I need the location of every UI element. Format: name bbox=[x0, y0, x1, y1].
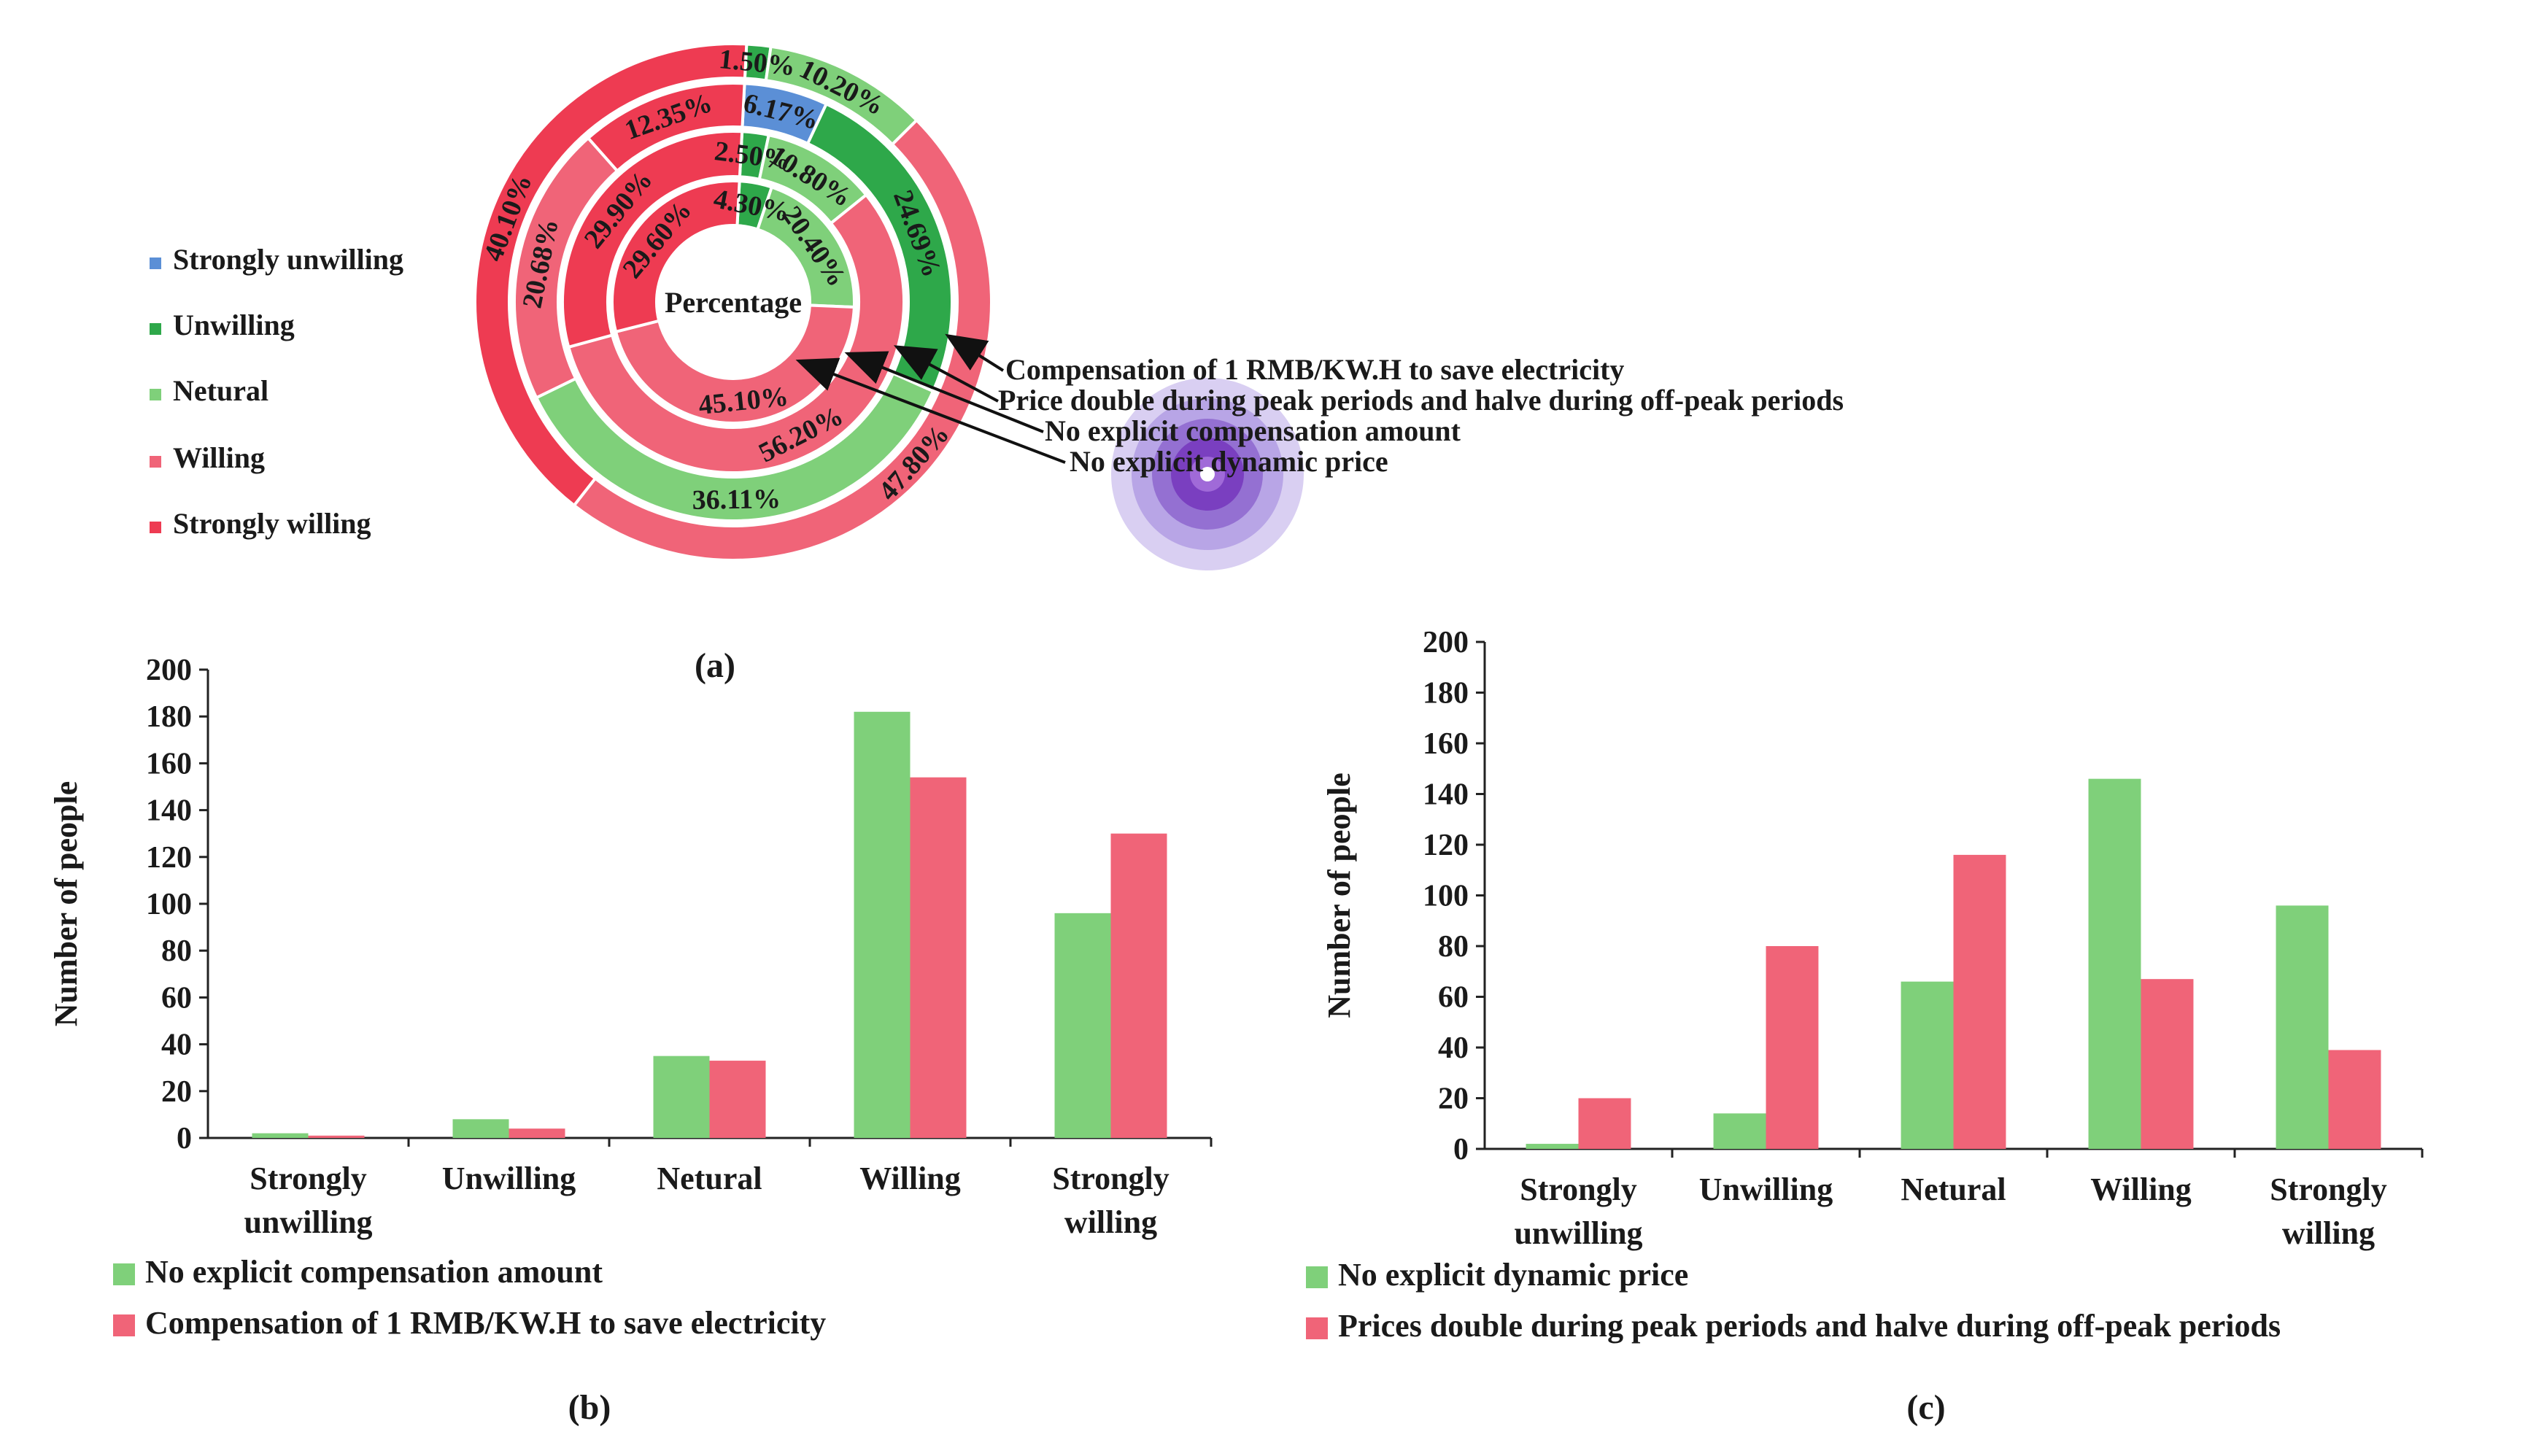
ring-4-segment-strongly-willing bbox=[611, 179, 741, 334]
y-tick-label: 200 bbox=[1423, 626, 1469, 659]
bar-strongly-unwilling-series-2 bbox=[1578, 1098, 1631, 1149]
arrow-label-compensation-1rmb: Compensation of 1 RMB/KW.H to save elect… bbox=[1005, 353, 1624, 386]
legend-swatch-series-1 bbox=[113, 1263, 135, 1285]
y-tick-label: 160 bbox=[1423, 727, 1469, 761]
bar-unwilling-series-2 bbox=[509, 1128, 565, 1138]
ring-1-segment-strongly-willing bbox=[473, 42, 749, 508]
y-tick-label: 0 bbox=[177, 1122, 192, 1155]
bar-unwilling-series-2 bbox=[1766, 946, 1819, 1149]
y-tick-label: 60 bbox=[1438, 981, 1469, 1015]
panel-c-bar-chart: 0 20 40 60 80 100 120 140 160 180 200 Number of peo… bbox=[1306, 626, 2424, 1344]
ring-2-label-netural: 36.11% bbox=[692, 484, 781, 516]
bar-willing-series-1 bbox=[2088, 778, 2141, 1149]
x-tick-label-unwilling: Unwilling bbox=[1699, 1172, 1833, 1207]
y-tick-label: 200 bbox=[146, 654, 192, 687]
y-tick-label: 80 bbox=[161, 934, 192, 968]
bar-strongly-willing-series-2 bbox=[2328, 1050, 2381, 1149]
legend-swatch-strongly-unwilling bbox=[150, 257, 161, 269]
bar-strongly-unwilling-series-2 bbox=[308, 1135, 365, 1138]
y-tick-label: 40 bbox=[1438, 1031, 1469, 1065]
y-tick-label: 180 bbox=[146, 700, 192, 734]
x-tick-label-strongly-willing: Strongly willing bbox=[2270, 1172, 2387, 1251]
legend-label-series-1: No explicit compensation amount bbox=[145, 1254, 603, 1290]
y-axis-title: Number of people bbox=[1321, 772, 1357, 1018]
arrow-label-no-explicit-dynamic-price: No explicit dynamic price bbox=[1070, 445, 1388, 478]
legend-swatch-series-1 bbox=[1306, 1266, 1328, 1288]
bar-willing-series-2 bbox=[2141, 979, 2194, 1149]
x-tick-label-netural: Netural bbox=[657, 1161, 762, 1196]
y-tick-label: 100 bbox=[146, 888, 192, 921]
y-tick-label: 140 bbox=[1423, 778, 1469, 812]
y-tick-label: 0 bbox=[1453, 1133, 1469, 1166]
legend-label-netural: Netural bbox=[173, 374, 268, 407]
y-tick-label: 160 bbox=[146, 747, 192, 781]
y-tick-label: 180 bbox=[1423, 677, 1469, 710]
panel-b-caption: (b) bbox=[568, 1388, 611, 1427]
bar-unwilling-series-1 bbox=[452, 1119, 509, 1138]
x-tick-label-strongly-unwilling: Strongly unwilling bbox=[1514, 1172, 1642, 1251]
y-tick-label: 120 bbox=[1423, 829, 1469, 862]
y-tick-label: 60 bbox=[161, 981, 192, 1015]
bar-netural-series-1 bbox=[1901, 981, 1954, 1149]
bar-strongly-unwilling-series-1 bbox=[252, 1133, 309, 1138]
legend-swatch-series-2 bbox=[1306, 1317, 1328, 1339]
legend-label-strongly-willing: Strongly willing bbox=[173, 507, 371, 540]
y-tick-label: 20 bbox=[1438, 1083, 1469, 1116]
bar-willing-series-2 bbox=[910, 777, 967, 1138]
x-tick-label-netural: Netural bbox=[1901, 1172, 2006, 1207]
y-tick-label: 140 bbox=[146, 794, 192, 828]
legend-swatch-unwilling bbox=[150, 323, 161, 335]
y-tick-label: 100 bbox=[1423, 880, 1469, 913]
y-tick-label: 120 bbox=[146, 841, 192, 875]
ring-2-segment-netural bbox=[534, 371, 935, 522]
y-tick-label: 40 bbox=[161, 1029, 192, 1062]
bar-strongly-willing-series-2 bbox=[1110, 833, 1167, 1138]
x-tick-label-unwilling: Unwilling bbox=[442, 1161, 576, 1196]
x-tick-label-strongly-willing: Strongly willing bbox=[1052, 1161, 1170, 1240]
donut-center-label: Percentage bbox=[665, 286, 802, 319]
bar-strongly-willing-series-1 bbox=[2276, 905, 2329, 1149]
bar-unwilling-series-1 bbox=[1713, 1113, 1766, 1149]
y-tick-label: 20 bbox=[161, 1075, 192, 1109]
x-tick-label-willing: Willing bbox=[2090, 1172, 2192, 1207]
donut-rings bbox=[473, 42, 994, 562]
decorative-target-graphic bbox=[1111, 378, 1304, 570]
legend-label-series-2: Compensation of 1 RMB/KW.H to save elect… bbox=[145, 1305, 826, 1341]
panel-a-caption: (a) bbox=[695, 646, 735, 685]
ring-1-label-unwilling: 1.50% bbox=[718, 44, 797, 82]
arrow-label-price-double: Price double during peak periods and hal… bbox=[998, 384, 1844, 417]
bar-strongly-willing-series-1 bbox=[1054, 913, 1111, 1138]
donut-arrow-lines bbox=[795, 333, 1066, 464]
bar-netural-series-2 bbox=[1953, 854, 2006, 1149]
legend-label-strongly-unwilling: Strongly unwilling bbox=[173, 243, 403, 276]
legend-label-series-2: Prices double during peak periods and ha… bbox=[1338, 1308, 2281, 1344]
x-tick-label-willing: Willing bbox=[859, 1161, 961, 1196]
legend-label-series-1: No explicit dynamic price bbox=[1338, 1257, 1688, 1293]
legend-swatch-series-2 bbox=[113, 1314, 135, 1336]
x-tick-label-strongly-unwilling: Strongly unwilling bbox=[244, 1161, 372, 1240]
y-axis-title: Number of people bbox=[48, 781, 84, 1027]
legend-swatch-netural bbox=[150, 389, 161, 400]
ring-2-segment-strongly-willing bbox=[586, 82, 746, 174]
ring-3-segment-strongly-willing bbox=[561, 130, 744, 349]
bar-netural-series-2 bbox=[709, 1061, 766, 1138]
arrow-label-no-explicit-compensation: No explicit compensation amount bbox=[1045, 414, 1461, 447]
donut-legend: Strongly unwilling Unwilling Netural Willin… bbox=[150, 243, 403, 540]
bar-willing-series-1 bbox=[854, 711, 911, 1138]
legend-label-willing: Willing bbox=[173, 441, 265, 474]
panel-a-donut-chart: 1.50%10.20%47.80%40.10%6.17%24.69%36.11%… bbox=[150, 42, 1844, 685]
bar-strongly-unwilling-series-1 bbox=[1526, 1144, 1579, 1149]
panel-b-bar-chart: 0 20 40 60 80 100 120 140 160 180 200 Number of peo… bbox=[48, 654, 1213, 1341]
legend-label-unwilling: Unwilling bbox=[173, 309, 295, 341]
panel-c-caption: (c) bbox=[1906, 1388, 1945, 1427]
bar-netural-series-1 bbox=[653, 1056, 710, 1138]
legend-swatch-willing bbox=[150, 456, 161, 468]
legend-swatch-strongly-willing bbox=[150, 522, 161, 533]
y-tick-label: 80 bbox=[1438, 930, 1469, 964]
ring-4-segment-willing bbox=[614, 303, 856, 425]
